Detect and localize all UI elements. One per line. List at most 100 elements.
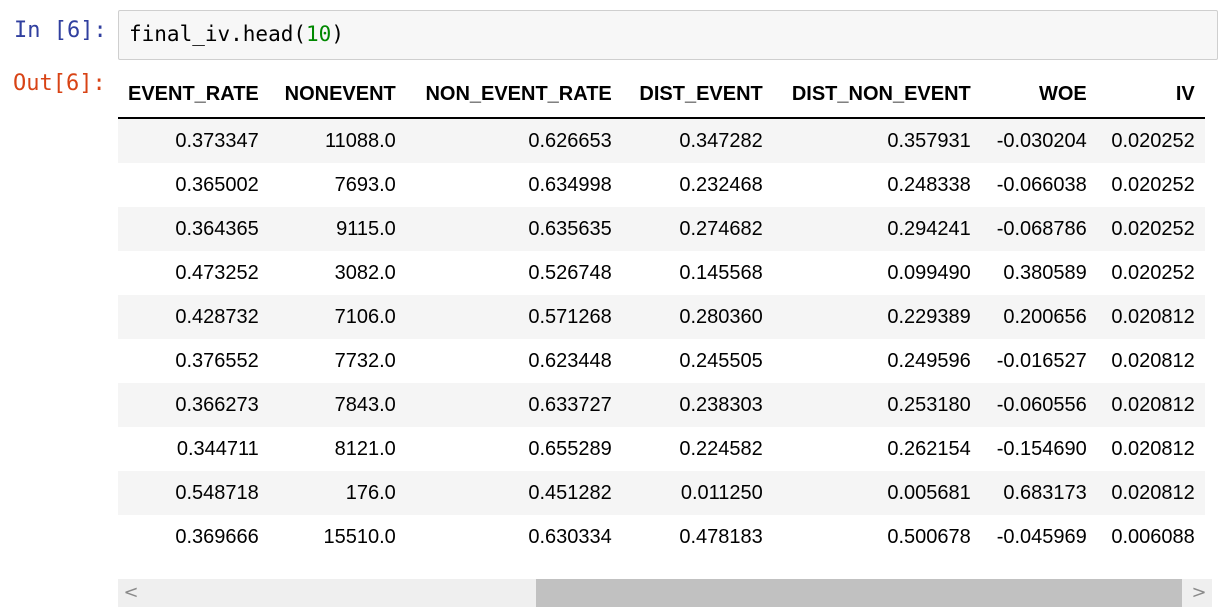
table-cell: -0.068786 bbox=[980, 207, 1097, 251]
table-row: 0.548718 176.0 0.451282 0.011250 0.005681 0.6… bbox=[118, 471, 1205, 515]
table-cell: 0.380589 bbox=[1003, 261, 1087, 284]
table-cell: 0.238303 bbox=[621, 383, 773, 427]
table-cell: 0.020252 bbox=[1111, 173, 1195, 196]
table-cell: 0.683173 bbox=[980, 471, 1097, 515]
table-cell: 0.473252 bbox=[175, 261, 259, 284]
table-row: 0.373347 11088.0 0.626653 0.347282 0.357931-… bbox=[118, 118, 1205, 163]
table-cell: 0.200656 bbox=[980, 295, 1097, 339]
scroll-left-icon[interactable]: < bbox=[123, 582, 139, 603]
table-cell: 0.145568 bbox=[679, 261, 763, 284]
table-cell: -0.016527 bbox=[996, 349, 1087, 372]
table-cell: 0.634998 bbox=[528, 173, 612, 196]
horizontal-scrollbar[interactable]: < > bbox=[118, 579, 1212, 607]
table-cell: 0.526748 bbox=[528, 261, 612, 284]
table-cell: 0.357931 bbox=[772, 118, 981, 163]
table-cell: 9115.0 bbox=[268, 207, 406, 251]
table-cell: -0.030204 bbox=[980, 118, 1097, 163]
table-header-row: EVENT_RATE NONEVENT NON_EVENT_RATE DIST_… bbox=[118, 71, 1205, 119]
table-cell: 0.011250 bbox=[621, 471, 773, 515]
table-cell: 0.369666 bbox=[175, 525, 259, 548]
code-line: final_iv.head(10) bbox=[129, 22, 344, 46]
table-row: 0.366273 7843.0 0.633727 0.238303 0.253180 -0… bbox=[118, 383, 1205, 427]
table-cell: 0.245505 bbox=[679, 349, 763, 372]
column-header: IV bbox=[1096, 71, 1205, 119]
code-close-paren: ) bbox=[331, 22, 344, 46]
table-cell: 0.020252 bbox=[1096, 118, 1205, 163]
table-cell: 0.020812 bbox=[1096, 295, 1205, 339]
output-prompt: Out[6]: bbox=[13, 71, 106, 96]
dataframe-table: EVENT_RATE NONEVENT NON_EVENT_RATE DIST_… bbox=[118, 71, 1205, 559]
table-cell: 0.344711 bbox=[176, 437, 259, 460]
table-cell: 15510.0 bbox=[323, 525, 396, 548]
table-row: 0.365002 7693.0 0.634998 0.232468 0.248338 -0… bbox=[118, 163, 1205, 207]
table-row: 0.428732 7106.0 0.571268 0.280360 0.229389 0.… bbox=[118, 295, 1205, 339]
table-row: 0.473252 3082.0 0.526748 0.145568 0.099490 0.… bbox=[118, 251, 1205, 295]
table-cell: 0.020812 bbox=[1096, 471, 1205, 515]
table-row: 0.369666 15510.0 0.630334 0.478183 0.500678 -… bbox=[118, 515, 1205, 559]
table-cell: 0.630334 bbox=[528, 525, 612, 548]
table-row: 0.376552 7732.0 0.623448 0.245505 0.249596 -0… bbox=[118, 339, 1205, 383]
table-cell: -0.154690 bbox=[996, 437, 1087, 460]
table-cell: 0.253180 bbox=[772, 383, 981, 427]
table-cell: 7732.0 bbox=[334, 349, 396, 372]
table-cell: 7843.0 bbox=[268, 383, 406, 427]
table-cell: 0.626653 bbox=[405, 118, 622, 163]
table-cell: 0.020252 bbox=[1111, 261, 1195, 284]
table-cell: 0.635635 bbox=[405, 207, 622, 251]
table-cell: 3082.0 bbox=[334, 261, 396, 284]
table-cell: 0.571268 bbox=[405, 295, 622, 339]
table-cell: 0.020252 bbox=[1096, 207, 1205, 251]
table-cell: 0.373347 bbox=[118, 118, 269, 163]
output-area: EVENT_RATE NONEVENT NON_EVENT_RATE DIST_… bbox=[118, 71, 1220, 581]
input-prompt: In [6]: bbox=[14, 18, 107, 43]
scrollbar-thumb[interactable] bbox=[536, 579, 1182, 607]
table-cell: 0.274682 bbox=[621, 207, 773, 251]
table-cell: 0.262154 bbox=[887, 437, 971, 460]
table-cell: -0.066038 bbox=[996, 173, 1087, 196]
table-cell: 0.347282 bbox=[621, 118, 773, 163]
table-cell: 0.500678 bbox=[887, 525, 971, 548]
table-cell: -0.045969 bbox=[996, 525, 1087, 548]
table-cell: 0.248338 bbox=[887, 173, 971, 196]
column-header: NON_EVENT_RATE bbox=[405, 71, 622, 119]
column-header: DIST_EVENT bbox=[621, 71, 773, 119]
scroll-right-icon[interactable]: > bbox=[1191, 582, 1207, 603]
column-header: EVENT_RATE bbox=[118, 71, 269, 119]
table-cell: 8121.0 bbox=[334, 437, 396, 460]
table-cell: 0.478183 bbox=[679, 525, 763, 548]
table-cell: 0.005681 bbox=[772, 471, 981, 515]
table-cell: 0.428732 bbox=[118, 295, 269, 339]
table-cell: 176.0 bbox=[268, 471, 406, 515]
table-cell: 0.020812 bbox=[1111, 437, 1195, 460]
table-cell: -0.060556 bbox=[980, 383, 1097, 427]
table-cell: 11088.0 bbox=[268, 118, 406, 163]
code-cell-input[interactable]: final_iv.head(10) bbox=[118, 10, 1218, 60]
table-cell: 7693.0 bbox=[334, 173, 396, 196]
table-cell: 0.006088 bbox=[1111, 525, 1195, 548]
code-call: final_iv.head( bbox=[129, 22, 307, 46]
table-cell: 0.294241 bbox=[772, 207, 981, 251]
table-cell: 0.376552 bbox=[175, 349, 259, 372]
table-row: 0.344711 8121.0 0.655289 0.224582 0.262154 -0… bbox=[118, 427, 1205, 471]
table-cell: 0.451282 bbox=[405, 471, 622, 515]
column-header: WOE bbox=[980, 71, 1097, 119]
table-row: 0.364365 9115.0 0.635635 0.274682 0.294241 -0… bbox=[118, 207, 1205, 251]
table-cell: 0.280360 bbox=[621, 295, 773, 339]
code-argument: 10 bbox=[306, 22, 332, 46]
table-cell: 0.655289 bbox=[528, 437, 612, 460]
table-cell: 7106.0 bbox=[268, 295, 406, 339]
table-cell: 0.249596 bbox=[887, 349, 971, 372]
table-cell: 0.548718 bbox=[118, 471, 269, 515]
column-header: NONEVENT bbox=[268, 71, 406, 119]
table-cell: 0.099490 bbox=[887, 261, 971, 284]
table-cell: 0.364365 bbox=[118, 207, 269, 251]
column-header: DIST_NON_EVENT bbox=[772, 71, 981, 119]
table-cell: 0.365002 bbox=[175, 173, 259, 196]
table-cell: 0.020812 bbox=[1096, 383, 1205, 427]
table-body: 0.373347 11088.0 0.626653 0.347282 0.357931-… bbox=[118, 118, 1205, 559]
table-cell: 0.224582 bbox=[679, 437, 763, 460]
table-cell: 0.623448 bbox=[528, 349, 612, 372]
table-cell: 0.366273 bbox=[118, 383, 269, 427]
table-cell: 0.633727 bbox=[405, 383, 622, 427]
table-cell: 0.020812 bbox=[1111, 349, 1195, 372]
